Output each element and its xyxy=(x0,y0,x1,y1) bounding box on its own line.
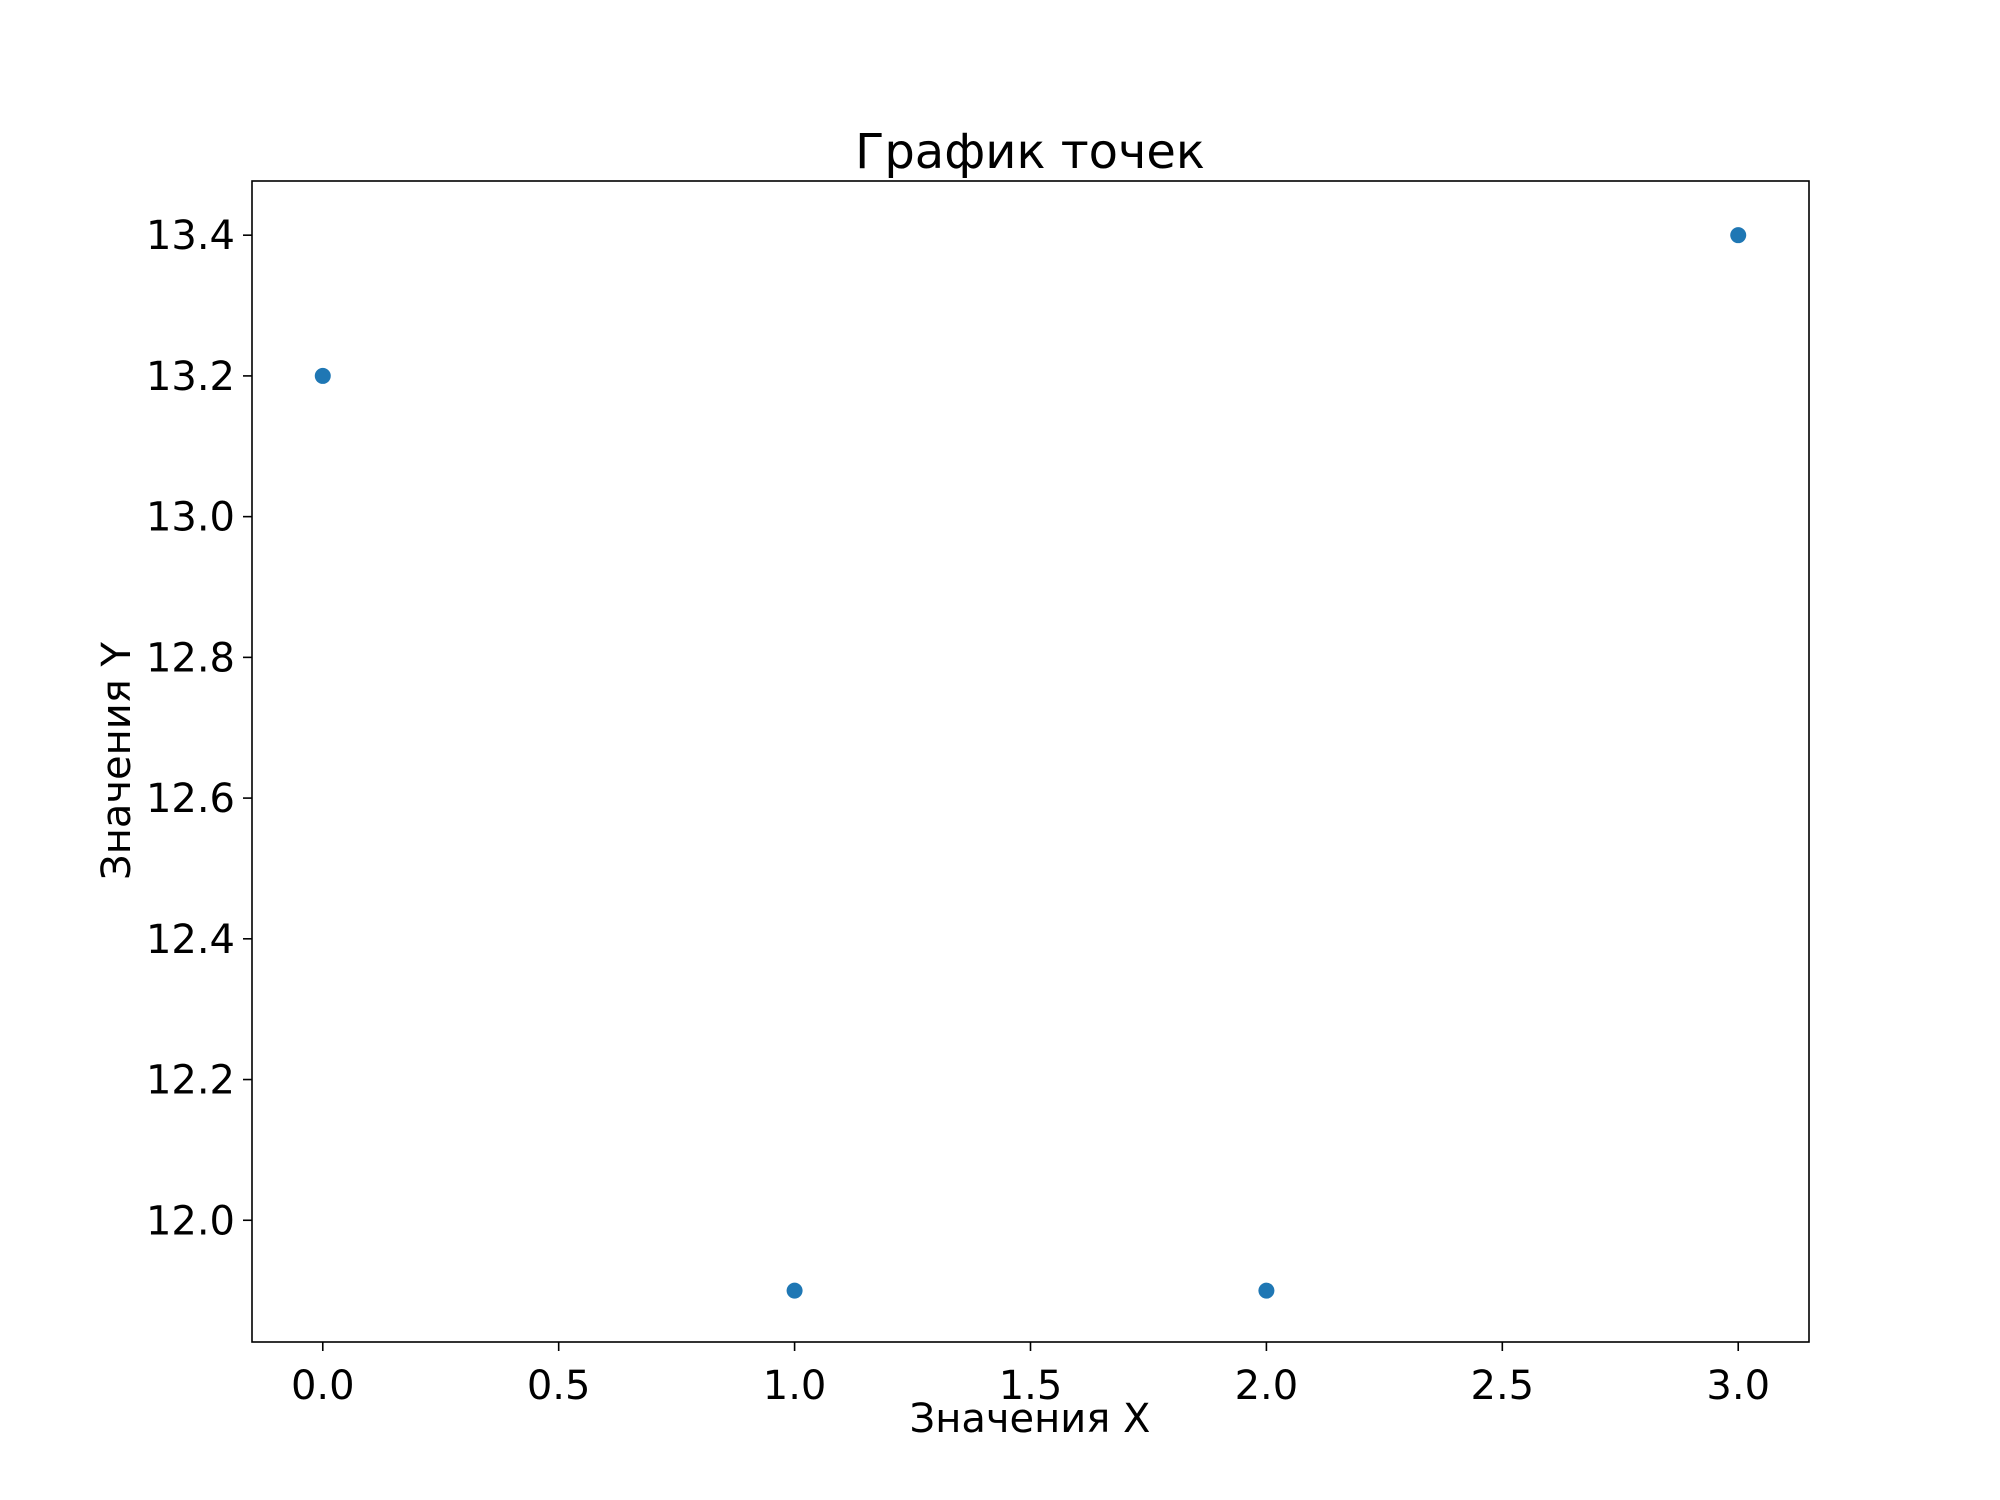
plot-area xyxy=(251,180,1810,1343)
y-axis: 12.0 12.2 12.4 12.6 12.8 13.0 13.2 13.4 xyxy=(146,213,252,1244)
data-point xyxy=(1258,1282,1275,1299)
x-axis: 0.0 0.5 1.0 1.5 2.0 2.5 3.0 xyxy=(291,1342,1770,1409)
data-point xyxy=(314,367,331,384)
x-tick-label: 2.5 xyxy=(1471,1363,1535,1409)
x-tick-label: 1.0 xyxy=(763,1363,827,1409)
x-tick-label: 3.0 xyxy=(1706,1363,1770,1409)
x-tick-label: 0.0 xyxy=(291,1363,355,1409)
x-tick-label: 1.5 xyxy=(999,1363,1063,1409)
y-tick-label: 12.2 xyxy=(146,1058,235,1104)
y-tick-label: 13.0 xyxy=(146,495,235,541)
x-tick-label: 0.5 xyxy=(527,1363,591,1409)
y-tick-label: 12.4 xyxy=(146,917,235,963)
x-tick-label: 2.0 xyxy=(1235,1363,1299,1409)
y-axis-label: Значения Y xyxy=(94,641,140,879)
x-axis-label: Значения X xyxy=(910,1396,1151,1442)
y-tick-label: 13.4 xyxy=(146,213,235,259)
y-tick-label: 12.6 xyxy=(146,776,235,822)
data-points xyxy=(314,227,1747,1299)
data-point xyxy=(786,1282,803,1299)
y-tick-label: 13.2 xyxy=(146,354,235,400)
chart-title: График точек xyxy=(855,124,1205,180)
y-tick-label: 12.0 xyxy=(146,1198,235,1244)
y-tick-label: 12.8 xyxy=(146,635,235,681)
data-point xyxy=(1730,227,1747,244)
